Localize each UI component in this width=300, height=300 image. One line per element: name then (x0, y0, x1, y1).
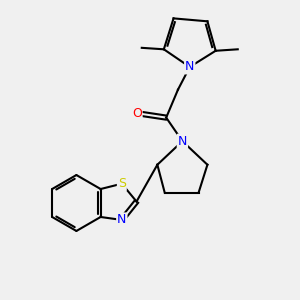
Text: O: O (132, 107, 142, 120)
Text: N: N (178, 135, 187, 148)
Text: S: S (118, 177, 126, 190)
Text: N: N (185, 61, 194, 74)
Text: N: N (117, 213, 127, 226)
